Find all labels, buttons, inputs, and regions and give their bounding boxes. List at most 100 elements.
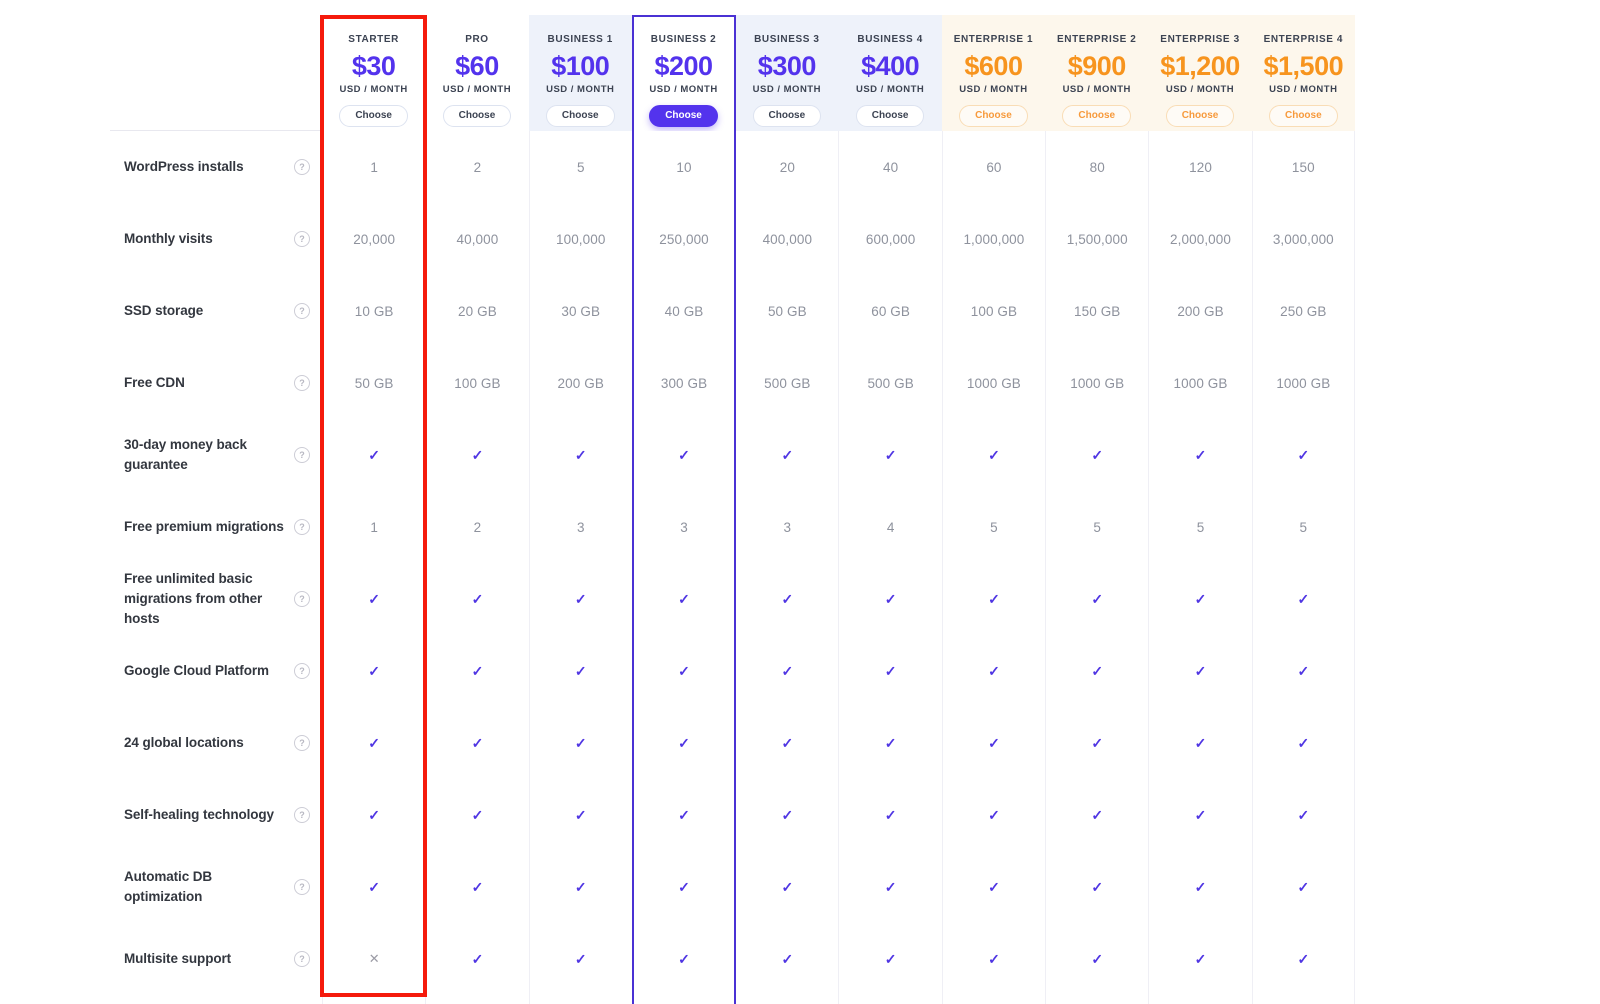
feature-value-cell: ✓ xyxy=(941,419,1046,491)
check-icon: ✓ xyxy=(781,590,794,607)
check-icon: ✓ xyxy=(781,950,794,967)
help-icon[interactable]: ? xyxy=(294,663,310,679)
filler-cell xyxy=(425,995,529,1004)
plan-price: $400 xyxy=(861,51,920,81)
feature-value-cell: ✓ xyxy=(838,923,942,995)
feature-value-cell: 100,000 xyxy=(528,203,632,275)
check-icon: ✓ xyxy=(1194,590,1207,607)
feature-value-cell: 5 xyxy=(1251,491,1355,563)
feature-value-cell: 5 xyxy=(941,491,1046,563)
feature-value-cell: ✓ xyxy=(322,851,426,923)
feature-value-cell: 400,000 xyxy=(735,203,839,275)
feature-value-cell: ✓ xyxy=(1251,779,1355,851)
feature-value-cell: 4 xyxy=(838,491,942,563)
choose-button-business-2[interactable]: Choose xyxy=(649,105,718,127)
help-icon[interactable]: ? xyxy=(294,375,310,391)
plan-header-enterprise-3: ENTERPRISE 3 $1,200 USD / MONTH Choose xyxy=(1148,15,1252,131)
filler-cell xyxy=(1148,995,1252,1004)
choose-button-pro[interactable]: Choose xyxy=(442,105,512,127)
plan-period: USD / MONTH xyxy=(1165,84,1235,95)
help-icon[interactable]: ? xyxy=(294,879,310,895)
plan-period: USD / MONTH xyxy=(649,84,718,95)
feature-value-cell: 1000 GB xyxy=(1148,347,1252,419)
feature-value-cell: ✓ xyxy=(1251,635,1355,707)
feature-value-cell: ✓ xyxy=(528,923,632,995)
feature-value: 1000 GB xyxy=(1070,375,1125,391)
help-icon[interactable]: ? xyxy=(294,447,310,463)
feature-value-cell: 250,000 xyxy=(631,203,736,275)
check-icon: ✓ xyxy=(678,878,690,895)
feature-value: 400,000 xyxy=(762,231,813,247)
help-icon[interactable]: ? xyxy=(294,231,310,247)
check-icon: ✓ xyxy=(368,806,381,823)
plan-name: BUSINESS 3 xyxy=(754,34,820,45)
choose-button-business-3[interactable]: Choose xyxy=(752,105,822,127)
help-icon[interactable]: ? xyxy=(294,303,310,319)
feature-value-cell: 50 GB xyxy=(322,347,426,419)
choose-button-enterprise-2[interactable]: Choose xyxy=(1062,105,1132,127)
feature-value-cell: ✓ xyxy=(1045,779,1149,851)
plan-period: USD / MONTH xyxy=(442,84,512,95)
check-icon: ✓ xyxy=(1194,662,1207,679)
feature-value: 200 GB xyxy=(1177,303,1224,319)
feature-value: 10 GB xyxy=(354,303,394,319)
help-icon[interactable]: ? xyxy=(294,951,310,967)
feature-value-cell: 150 GB xyxy=(1045,275,1149,347)
feature-value-cell: 2 xyxy=(425,131,529,203)
feature-value: 1 xyxy=(370,159,378,175)
check-icon: ✓ xyxy=(574,590,587,607)
choose-button-starter[interactable]: Choose xyxy=(339,105,408,127)
feature-label: Free CDN xyxy=(124,375,185,390)
check-icon: ✓ xyxy=(574,878,587,895)
plan-price: $600 xyxy=(964,51,1023,81)
plan-price: $30 xyxy=(351,51,396,81)
feature-value-cell: ✓ xyxy=(425,707,529,779)
feature-value: 1 xyxy=(370,519,378,535)
feature-value-cell: ✓ xyxy=(941,923,1046,995)
filler-cell xyxy=(528,995,632,1004)
help-icon[interactable]: ? xyxy=(294,591,310,607)
feature-value-cell: ✓ xyxy=(425,635,529,707)
feature-value-cell: 40 GB xyxy=(631,275,736,347)
feature-row-label: Self-healing technology? xyxy=(110,779,322,851)
feature-value: 2 xyxy=(473,519,482,535)
check-icon: ✓ xyxy=(678,734,690,751)
plan-header-starter: STARTER $30 USD / MONTH Choose xyxy=(322,15,426,131)
feature-value: 5 xyxy=(1299,519,1308,535)
feature-value: 40 GB xyxy=(664,303,704,319)
check-icon: ✓ xyxy=(1297,878,1310,895)
plan-header-enterprise-1: ENTERPRISE 1 $600 USD / MONTH Choose xyxy=(941,15,1046,131)
feature-value: 300 GB xyxy=(660,375,708,391)
help-icon[interactable]: ? xyxy=(294,159,310,175)
help-icon[interactable]: ? xyxy=(294,735,310,751)
feature-value-cell: 3,000,000 xyxy=(1251,203,1355,275)
check-icon: ✓ xyxy=(574,806,587,823)
feature-value-cell: 10 GB xyxy=(322,275,426,347)
plan-header-business-2: BUSINESS 2 $200 USD / MONTH Choose xyxy=(631,15,736,131)
feature-value: 50 GB xyxy=(767,303,807,319)
check-icon: ✓ xyxy=(1194,950,1207,967)
choose-button-business-4[interactable]: Choose xyxy=(855,105,925,127)
filler-cell xyxy=(631,995,736,1004)
check-icon: ✓ xyxy=(678,446,690,463)
feature-value-cell: ✓ xyxy=(1148,563,1252,635)
feature-value: 30 GB xyxy=(561,303,601,319)
feature-label: Monthly visits xyxy=(124,231,213,246)
plan-name: PRO xyxy=(465,34,489,45)
feature-value-cell: 500 GB xyxy=(735,347,839,419)
choose-button-enterprise-3[interactable]: Choose xyxy=(1165,105,1235,127)
check-icon: ✓ xyxy=(884,806,897,823)
feature-value-cell: 60 GB xyxy=(838,275,942,347)
choose-button-enterprise-4[interactable]: Choose xyxy=(1268,105,1338,127)
feature-value: 1,500,000 xyxy=(1066,231,1128,247)
help-icon[interactable]: ? xyxy=(294,519,310,535)
help-icon[interactable]: ? xyxy=(294,807,310,823)
filler-cell xyxy=(1045,995,1149,1004)
choose-button-enterprise-1[interactable]: Choose xyxy=(959,105,1028,127)
feature-value-cell: ✓ xyxy=(631,923,736,995)
feature-value: 1000 GB xyxy=(1276,375,1331,391)
plan-name: BUSINESS 1 xyxy=(547,34,613,45)
feature-value-cell: 1 xyxy=(322,491,426,563)
check-icon: ✓ xyxy=(368,446,381,463)
choose-button-business-1[interactable]: Choose xyxy=(545,105,615,127)
